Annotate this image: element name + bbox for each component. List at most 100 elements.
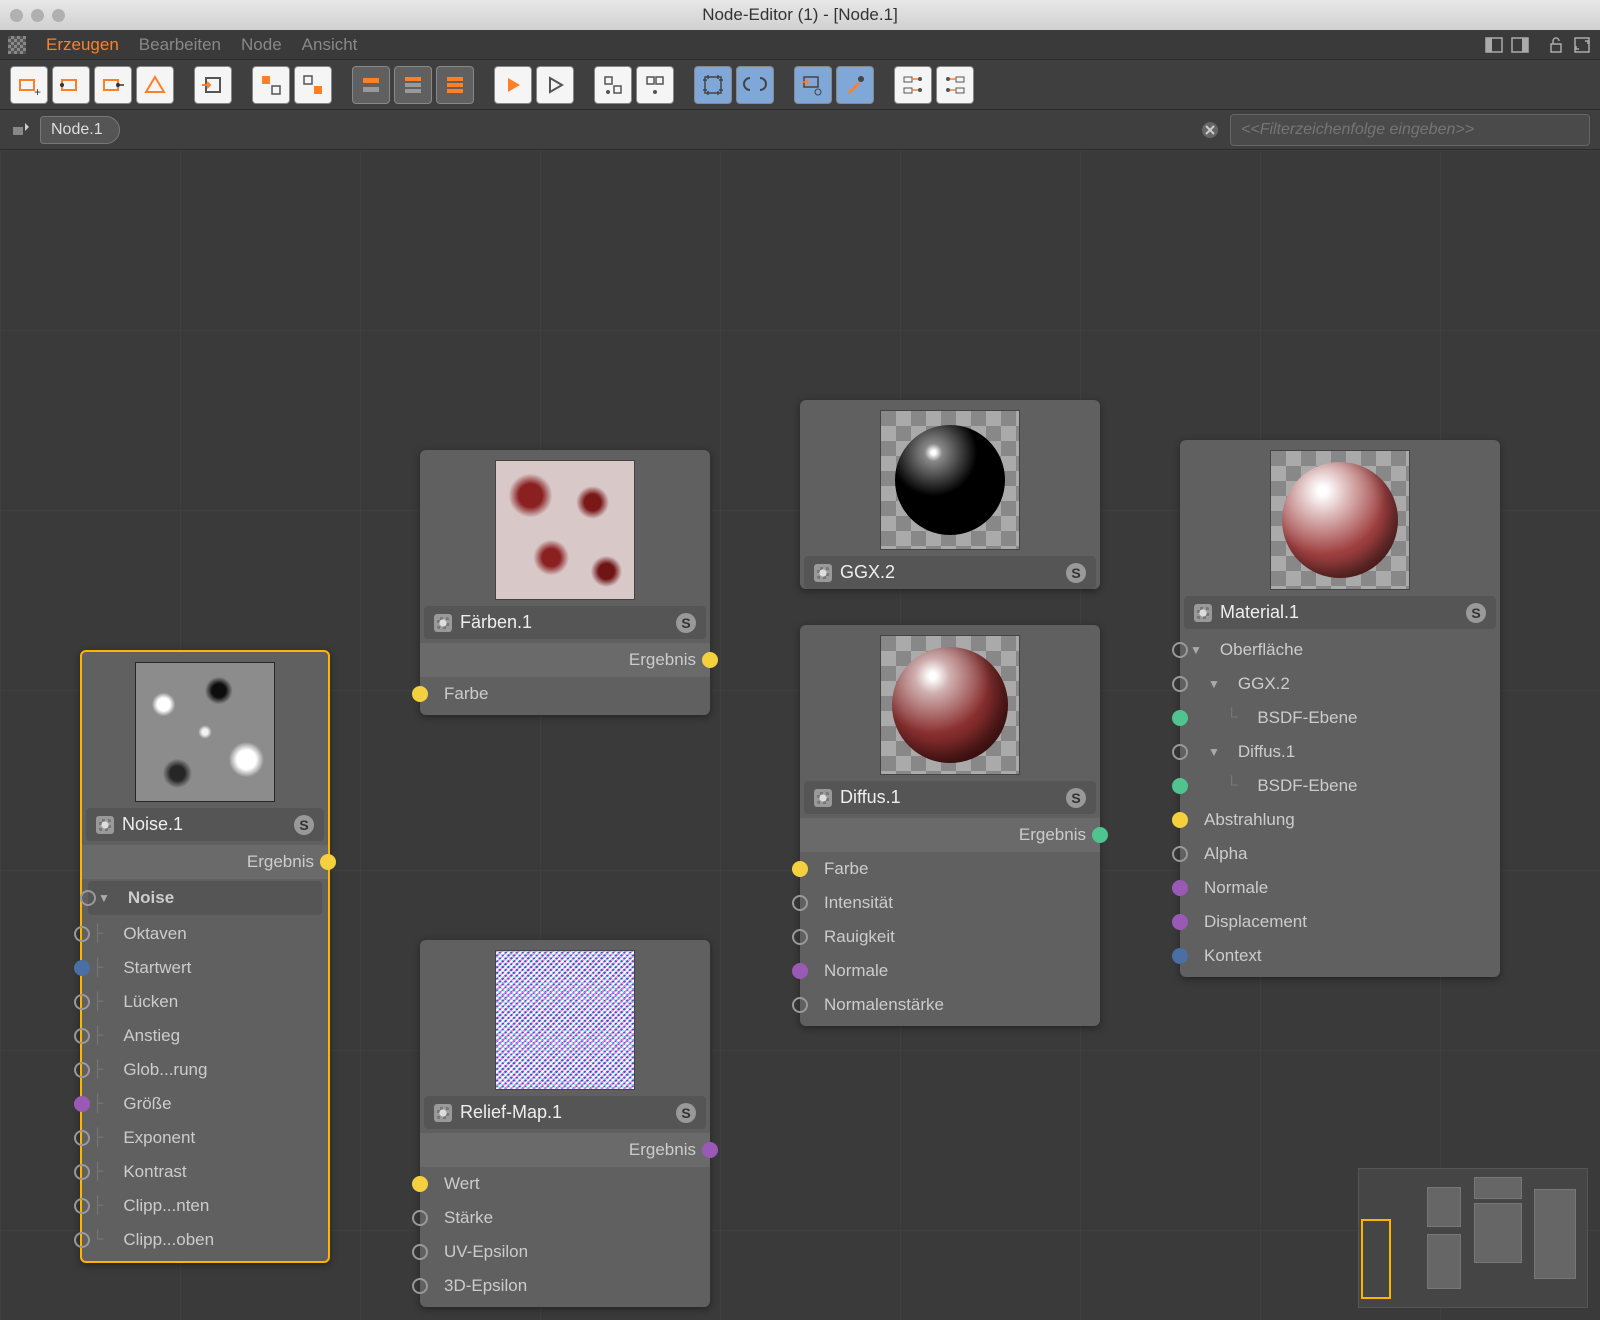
port-dot-icon[interactable]	[1172, 846, 1188, 862]
port-dot-icon[interactable]	[1172, 676, 1188, 692]
port-dot-icon[interactable]	[412, 1244, 428, 1260]
layout-left-icon[interactable]	[1484, 35, 1504, 55]
port-tree[interactable]: ▼Oberfläche	[1180, 633, 1500, 667]
tb-rows-1[interactable]	[352, 66, 390, 104]
node-farben[interactable]: Färben.1 S Ergebnis Farbe	[420, 450, 710, 715]
port-dot-icon[interactable]	[80, 890, 96, 906]
port-dot-icon[interactable]	[792, 861, 808, 877]
menu-node[interactable]: Node	[241, 35, 282, 55]
port-in[interactable]: └Clipp...oben	[82, 1223, 328, 1257]
port-dot-icon[interactable]	[1092, 827, 1108, 843]
minimap-viewport[interactable]	[1361, 1219, 1391, 1299]
port-dot-icon[interactable]	[74, 1130, 90, 1146]
port-dot-icon[interactable]	[1172, 710, 1188, 726]
port-dot-icon[interactable]	[1172, 880, 1188, 896]
tb-snap[interactable]	[736, 66, 774, 104]
port-dot-icon[interactable]	[74, 1062, 90, 1078]
port-dot-icon[interactable]	[412, 1210, 428, 1226]
port-tree[interactable]: ▼GGX.2	[1180, 667, 1500, 701]
node-solo-icon[interactable]: S	[1066, 788, 1086, 808]
filter-input[interactable]	[1230, 114, 1590, 146]
port-out-ergebnis[interactable]: Ergebnis	[800, 818, 1100, 852]
port-in[interactable]: ├Startwert	[82, 951, 328, 985]
port-in[interactable]: Intensität	[800, 886, 1100, 920]
tb-import[interactable]	[194, 66, 232, 104]
port-in[interactable]: 3D-Epsilon	[420, 1269, 710, 1303]
menu-ansicht[interactable]: Ansicht	[302, 35, 358, 55]
port-in-farbe[interactable]: Farbe	[420, 677, 710, 711]
tb-play-solo[interactable]	[494, 66, 532, 104]
port-dot-icon[interactable]	[702, 652, 718, 668]
tb-rows-2[interactable]	[394, 66, 432, 104]
layout-right-icon[interactable]	[1510, 35, 1530, 55]
port-dot-icon[interactable]	[74, 1096, 90, 1112]
menu-erzeugen[interactable]: Erzeugen	[46, 35, 119, 55]
port-in[interactable]: Rauigkeit	[800, 920, 1100, 954]
node-noise[interactable]: Noise.1 S Ergebnis ▼Noise ├Oktaven ├Star…	[80, 650, 330, 1263]
port-in[interactable]: Displacement	[1180, 905, 1500, 939]
tb-flow-2[interactable]	[936, 66, 974, 104]
port-dot-icon[interactable]	[74, 1164, 90, 1180]
port-dot-icon[interactable]	[1172, 642, 1188, 658]
node-material[interactable]: Material.1 S ▼Oberfläche ▼GGX.2 └BSDF-Eb…	[1180, 440, 1500, 977]
port-in[interactable]: Abstrahlung	[1180, 803, 1500, 837]
node-header[interactable]: Diffus.1 S	[804, 781, 1096, 814]
node-solo-icon[interactable]: S	[676, 1103, 696, 1123]
port-in[interactable]: ├Lücken	[82, 985, 328, 1019]
node-canvas[interactable]: Noise.1 S Ergebnis ▼Noise ├Oktaven ├Star…	[0, 150, 1600, 1320]
port-in[interactable]: ├Glob...rung	[82, 1053, 328, 1087]
port-in[interactable]: ├Anstieg	[82, 1019, 328, 1053]
tb-frame[interactable]	[694, 66, 732, 104]
lock-icon[interactable]	[1546, 35, 1566, 55]
port-in[interactable]: Normale	[1180, 871, 1500, 905]
port-dot-icon[interactable]	[1172, 778, 1188, 794]
port-dot-icon[interactable]	[412, 1176, 428, 1192]
tb-flow-1[interactable]	[894, 66, 932, 104]
node-header[interactable]: Relief-Map.1 S	[424, 1096, 706, 1129]
node-solo-icon[interactable]: S	[294, 815, 314, 835]
port-dot-icon[interactable]	[1172, 948, 1188, 964]
clear-filter-icon[interactable]	[1200, 120, 1220, 140]
port-dot-icon[interactable]	[1172, 812, 1188, 828]
port-dot-icon[interactable]	[320, 854, 336, 870]
port-in[interactable]: Farbe	[800, 852, 1100, 886]
port-dot-icon[interactable]	[792, 997, 808, 1013]
expand-icon[interactable]	[1572, 35, 1592, 55]
menu-bearbeiten[interactable]: Bearbeiten	[139, 35, 221, 55]
port-tree[interactable]: ▼Diffus.1	[1180, 735, 1500, 769]
port-dot-icon[interactable]	[74, 1232, 90, 1248]
port-dot-icon[interactable]	[702, 1142, 718, 1158]
port-dot-icon[interactable]	[412, 686, 428, 702]
tb-play[interactable]	[536, 66, 574, 104]
port-dot-icon[interactable]	[74, 1028, 90, 1044]
port-dot-icon[interactable]	[1172, 914, 1188, 930]
port-in[interactable]: Alpha	[1180, 837, 1500, 871]
port-in[interactable]: ├Oktaven	[82, 917, 328, 951]
tb-triangle[interactable]	[136, 66, 174, 104]
port-in[interactable]: Normalenstärke	[800, 988, 1100, 1022]
node-header[interactable]: Material.1 S	[1184, 596, 1496, 629]
tb-eyedrop[interactable]	[836, 66, 874, 104]
node-solo-icon[interactable]: S	[1466, 603, 1486, 623]
node-header[interactable]: GGX.2 S	[804, 556, 1096, 589]
port-dot-icon[interactable]	[74, 1198, 90, 1214]
port-in[interactable]: ├Clipp...nten	[82, 1189, 328, 1223]
maximize-window-icon[interactable]	[52, 9, 65, 22]
port-dot-icon[interactable]	[74, 994, 90, 1010]
port-dot-icon[interactable]	[74, 926, 90, 942]
node-relief[interactable]: Relief-Map.1 S Ergebnis Wert Stärke UV-E…	[420, 940, 710, 1307]
port-out-ergebnis[interactable]: Ergebnis	[82, 845, 328, 879]
tb-rows-3[interactable]	[436, 66, 474, 104]
tb-node-in[interactable]	[52, 66, 90, 104]
port-dot-icon[interactable]	[74, 960, 90, 976]
port-dot-icon[interactable]	[792, 929, 808, 945]
minimize-window-icon[interactable]	[31, 9, 44, 22]
port-in[interactable]: Kontext	[1180, 939, 1500, 973]
node-solo-icon[interactable]: S	[676, 613, 696, 633]
tb-align-2[interactable]	[636, 66, 674, 104]
node-header[interactable]: Färben.1 S	[424, 606, 706, 639]
tb-node-out[interactable]	[94, 66, 132, 104]
port-in[interactable]: ├Exponent	[82, 1121, 328, 1155]
node-solo-icon[interactable]: S	[1066, 563, 1086, 583]
tb-new-node[interactable]: +	[10, 66, 48, 104]
